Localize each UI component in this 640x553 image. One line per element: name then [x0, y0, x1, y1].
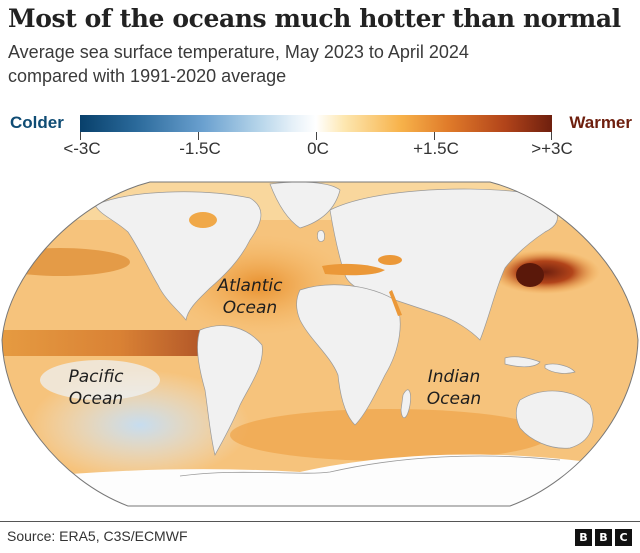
legend-tick-label: 0C: [307, 139, 329, 158]
chart-title: Most of the oceans much hotter than norm…: [8, 4, 621, 33]
bbc-logo-letter: B: [595, 529, 612, 546]
indian-label-line-1: Indian: [427, 367, 481, 387]
legend-color-bar: [80, 115, 552, 132]
chart-subtitle: Average sea surface temperature, May 202…: [8, 40, 638, 88]
legend-tick-label: -1.5C: [179, 139, 221, 158]
atlantic-ocean-label: Atlantic Ocean: [210, 275, 290, 319]
indian-ocean-label: Indian Ocean: [414, 366, 494, 410]
legend-tick: [551, 132, 552, 140]
world-map: Atlantic Ocean Pacific Ocean Indian Ocea…: [0, 180, 640, 510]
legend-tick-label: <-3C: [63, 139, 101, 158]
pacific-ocean-label: Pacific Ocean: [56, 366, 136, 410]
legend-tick: [434, 132, 435, 140]
source-note: Source: ERA5, C3S/ECMWF: [7, 528, 188, 544]
bbc-logo-letter: B: [575, 529, 592, 546]
indian-label-line-2: Ocean: [426, 389, 482, 409]
atlantic-label-line-1: Atlantic: [217, 276, 283, 296]
pacific-label-line-1: Pacific: [68, 367, 124, 387]
pacific-label-line-2: Ocean: [68, 389, 124, 409]
bbc-logo: B B C: [575, 529, 632, 546]
footer-divider: [0, 521, 640, 522]
legend-tick: [316, 132, 317, 140]
legend-tick-label: +1.5C: [413, 139, 459, 158]
color-legend: Colder Warmer <-3C -1.5C 0C +1.5C >+3C: [0, 110, 640, 160]
legend-colder-label: Colder: [10, 113, 64, 132]
atlantic-label-line-2: Ocean: [222, 298, 278, 318]
legend-tick-label: >+3C: [531, 139, 573, 158]
legend-warmer-label: Warmer: [569, 113, 632, 132]
legend-tick: [198, 132, 199, 140]
subtitle-line-2: compared with 1991-2020 average: [8, 66, 287, 86]
bbc-logo-letter: C: [615, 529, 632, 546]
legend-tick: [80, 132, 81, 140]
sst-anomaly-map-graphic: [1, 181, 639, 507]
subtitle-line-1: Average sea surface temperature, May 202…: [8, 42, 469, 62]
